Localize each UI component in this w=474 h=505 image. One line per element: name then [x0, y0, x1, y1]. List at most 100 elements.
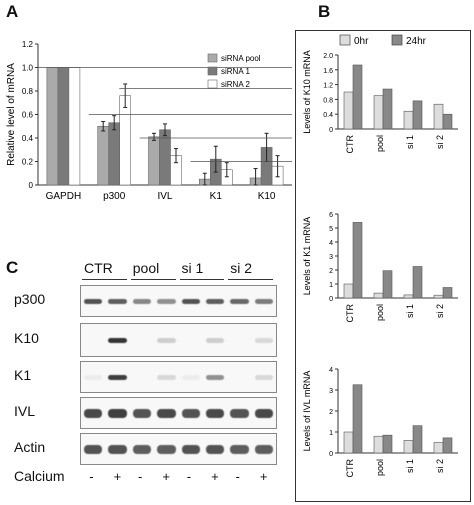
lane-label: pool [132, 260, 160, 276]
blot-band [181, 374, 200, 380]
legend-swatch [339, 34, 351, 46]
category-label: IVL [157, 191, 172, 202]
blot-band [132, 408, 152, 418]
panel-b-frame [295, 30, 471, 502]
blot-band [132, 444, 152, 454]
category-label: si 1 [405, 135, 415, 149]
bar [442, 287, 453, 299]
calcium-sign: - [137, 469, 143, 484]
blot-band [108, 408, 127, 418]
blot-strip [80, 361, 277, 393]
blot-strip [80, 323, 277, 357]
y-tick-label: 0.2 [22, 158, 34, 167]
bar [382, 88, 393, 130]
blot-band [108, 444, 127, 454]
bar [119, 95, 131, 186]
legend-label: siRNA 1 [221, 67, 250, 76]
bar [343, 431, 354, 454]
calcium-sign: + [211, 469, 219, 484]
calcium-sign: - [186, 469, 192, 484]
bar [403, 294, 414, 299]
y-tick-label: 1 [329, 282, 333, 289]
bar [433, 103, 444, 130]
lane-underline [82, 279, 127, 280]
blot-band [254, 298, 273, 304]
lane-underline [130, 279, 176, 280]
blot-band [230, 408, 249, 418]
bar [403, 440, 414, 454]
blot-band [157, 374, 176, 380]
blot-band [254, 374, 273, 380]
bar [352, 64, 363, 130]
bar [46, 67, 59, 186]
western-blot: CTR pool si 1 si 2 p300 K10 K1 IVL Actin Calcium -… [0, 255, 290, 505]
y-tick-label: 2 [329, 268, 333, 275]
legend-swatch [207, 79, 218, 89]
category-label: si 2 [435, 459, 445, 473]
category-label: si 1 [405, 459, 415, 473]
y-tick-label: 1.0 [22, 64, 34, 73]
y-tick-label: 0.8 [22, 87, 34, 96]
blot-row-label: p300 [14, 291, 46, 307]
legend-label: siRNA pool [221, 54, 261, 63]
lane-underline [179, 279, 225, 280]
blot-band [157, 444, 176, 454]
bar [403, 110, 414, 130]
calcium-sign: + [259, 469, 268, 484]
lane-label: si 2 [230, 260, 253, 276]
category-label: si 2 [435, 304, 445, 318]
legend-label: 24hr [406, 36, 427, 47]
blot-band [157, 298, 176, 304]
y-tick-label: 2.0 [323, 53, 333, 60]
y-tick-label: 1 [329, 430, 333, 437]
blot-strip [80, 397, 277, 429]
lane-label: si 1 [181, 260, 204, 276]
bar [343, 283, 354, 299]
blot-band [254, 444, 273, 454]
bar [343, 91, 354, 130]
chart-a: 0 0.2 0.4 0.6 0.8 1.0 1.2 Relative level of mRN… [6, 40, 292, 202]
legend-label: siRNA 2 [221, 80, 250, 89]
blot-band [181, 408, 200, 418]
blot-band [254, 337, 273, 343]
blot-band [108, 337, 127, 343]
y-tick-label: 0.4 [22, 134, 34, 143]
y-tick-label: 0.8 [323, 97, 333, 104]
blot-row-label: Actin [14, 439, 46, 455]
chart-b-k1: 0 1 2 3 4 5 6 Levels of K1 mRNA CTR pool si 1 si 2 [302, 212, 458, 323]
y-tick-label: 1.2 [323, 83, 333, 90]
y-tick-label: 3 [329, 254, 333, 261]
y-axis-label: Levels of K10 mRNA [302, 50, 312, 134]
bar [373, 292, 384, 299]
blot-band [181, 298, 200, 304]
blot-band [230, 298, 249, 304]
y-tick-label: 0 [329, 296, 333, 303]
blot-band [205, 408, 225, 418]
blot-row-label: K10 [14, 330, 39, 346]
chart-b-ivl: 0 1 2 3 4 Levels of IVL mRNA CTR pool si 1 si 2 [302, 367, 458, 478]
y-tick-label: 0.6 [22, 111, 34, 120]
category-label: K10 [258, 191, 276, 202]
bar [442, 437, 453, 454]
legend-swatch [391, 34, 403, 46]
y-tick-label: 3 [329, 388, 333, 395]
blot-band [108, 374, 127, 380]
category-label: si 2 [435, 135, 445, 149]
category-label: pool [375, 459, 385, 476]
blot-band [205, 374, 225, 380]
blot-strip [80, 433, 277, 465]
bar [148, 136, 160, 186]
y-tick-label: 5 [329, 226, 333, 233]
bar [352, 384, 363, 454]
y-tick-label: 0.4 [323, 112, 333, 119]
blot-row-label: IVL [14, 403, 36, 419]
panel-label-c: C [6, 258, 19, 277]
blot-band [205, 298, 225, 304]
blot-strip [80, 285, 277, 317]
bar [382, 270, 393, 299]
legend-swatch [207, 53, 218, 63]
bar [433, 294, 444, 299]
bar [352, 222, 363, 299]
y-tick-label: 6 [329, 212, 333, 219]
category-label: K1 [210, 191, 223, 202]
